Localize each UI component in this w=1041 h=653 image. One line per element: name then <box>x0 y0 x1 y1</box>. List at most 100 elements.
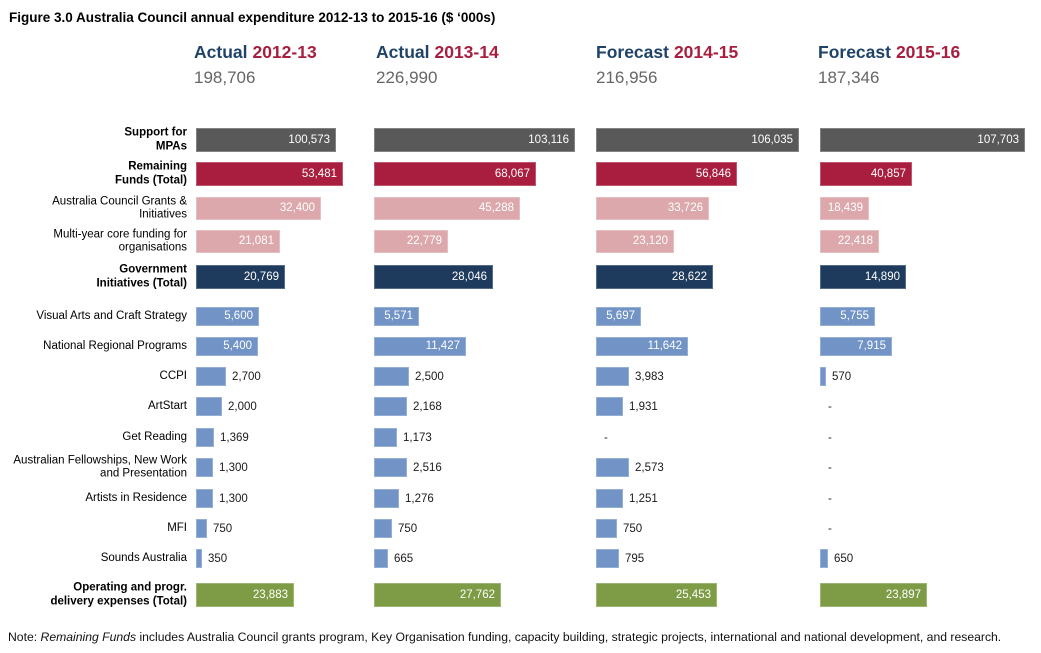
bar-green <box>374 583 501 607</box>
bar-blue <box>820 307 875 326</box>
bar-blue <box>196 549 202 568</box>
bar-pink <box>596 197 709 220</box>
bar-blue <box>196 458 213 477</box>
bar-value: 25,453 <box>675 589 711 601</box>
bar-value: 22,418 <box>837 235 873 247</box>
bar-value: 23,120 <box>632 235 668 247</box>
bar-value: 1,300 <box>219 492 248 505</box>
bar-value: 2,500 <box>415 370 444 383</box>
bar-value: 23,883 <box>252 589 288 601</box>
bar-crimson <box>196 162 343 186</box>
no-value-dash: - <box>828 492 832 505</box>
column-total: 187,346 <box>818 68 880 87</box>
bar-value: 32,400 <box>279 202 315 214</box>
bar-pink <box>196 197 321 220</box>
bar-value: 795 <box>625 552 645 565</box>
bar-value: 28,622 <box>671 271 707 283</box>
bar-blue <box>196 367 226 386</box>
bar-value: 2,000 <box>228 400 257 413</box>
column-header-prefix: Forecast <box>818 42 891 62</box>
bar-pink <box>596 230 674 253</box>
row-label: Operating and progr. delivery expenses (… <box>50 581 187 607</box>
row-label: ArtStart <box>148 399 187 412</box>
bar-green <box>596 583 717 607</box>
bar-value: 1,369 <box>220 431 249 444</box>
column-header-year: 2014-15 <box>673 42 739 62</box>
row-label: Multi-year core funding for organisation… <box>53 227 187 254</box>
column-total: 216,956 <box>596 68 658 87</box>
figure-note: Note: Remaining Funds includes Australia… <box>8 630 1001 644</box>
bar-value: 5,400 <box>223 340 252 352</box>
bar-blue <box>374 367 409 386</box>
bar-gray <box>596 128 799 152</box>
bar-value: 5,571 <box>384 310 413 322</box>
bar-value: 570 <box>832 370 852 383</box>
bar-blue <box>196 307 259 326</box>
bar-value: 350 <box>208 552 228 565</box>
bar-value: 28,046 <box>451 271 487 283</box>
bar-navy <box>596 265 713 289</box>
bar-blue <box>374 458 407 477</box>
bar-value: 650 <box>834 552 854 565</box>
bar-value: 22,779 <box>406 235 442 247</box>
bar-blue <box>596 307 641 326</box>
bar-blue <box>196 489 213 508</box>
row-label: National Regional Programs <box>43 339 187 352</box>
bar-value: 1,173 <box>403 431 432 444</box>
note-italic-term: Remaining Funds <box>40 630 137 644</box>
bar-pink <box>374 230 448 253</box>
bar-blue <box>820 549 828 568</box>
bar-blue <box>596 458 629 477</box>
bar-blue <box>374 549 388 568</box>
bar-blue <box>596 397 623 416</box>
bar-value: 2,700 <box>232 370 261 383</box>
bar-value: 56,846 <box>695 168 731 180</box>
bar-value: 2,168 <box>413 400 442 413</box>
column-total: 226,990 <box>376 68 438 87</box>
bar-value: 665 <box>394 552 414 565</box>
row-label: Get Reading <box>122 430 187 443</box>
bar-navy <box>196 265 285 289</box>
column-header-prefix: Actual <box>194 42 248 62</box>
bar-value: 100,573 <box>288 134 330 146</box>
column-header-2013-14: Actual 2013-14 226,990 <box>376 42 499 88</box>
column-header-prefix: Forecast <box>596 42 669 62</box>
column-header-year: 2012-13 <box>252 42 317 62</box>
bar-blue <box>374 519 392 538</box>
bar-blue <box>196 428 214 447</box>
bar-value: 3,983 <box>635 370 664 383</box>
bar-value: 1,931 <box>629 400 658 413</box>
bar-blue <box>196 337 258 356</box>
bar-gray <box>374 128 575 152</box>
bar-pink <box>374 197 520 220</box>
bar-blue <box>596 367 629 386</box>
bar-value: 5,600 <box>224 310 253 322</box>
bar-blue <box>374 489 399 508</box>
bar-blue <box>596 489 623 508</box>
bar-blue <box>596 549 619 568</box>
bar-value: 750 <box>623 522 643 535</box>
bar-value: 68,067 <box>494 168 530 180</box>
row-label: Australian Fellowships, New Work and Pre… <box>13 453 187 480</box>
bar-value: 750 <box>213 522 233 535</box>
no-value-dash: - <box>604 431 608 444</box>
bar-crimson <box>596 162 737 186</box>
bar-value: 1,276 <box>405 492 434 505</box>
note-prefix: Note: <box>8 630 41 644</box>
bar-blue <box>820 337 892 356</box>
row-label: CCPI <box>159 369 187 382</box>
column-header-2015-16: Forecast 2015-16 187,346 <box>818 42 960 88</box>
bar-value: 53,481 <box>301 168 337 180</box>
note-rest: includes Australia Council grants progra… <box>136 630 1002 644</box>
bar-gray <box>196 128 336 152</box>
row-label: MFI <box>167 521 187 534</box>
bar-value: 21,081 <box>238 235 274 247</box>
bar-value: 14,890 <box>864 271 900 283</box>
bar-value: 20,769 <box>243 271 279 283</box>
row-label: Sounds Australia <box>100 551 187 564</box>
column-header-2012-13: Actual 2012-13 198,706 <box>194 42 317 88</box>
no-value-dash: - <box>828 431 832 444</box>
no-value-dash: - <box>828 522 832 535</box>
no-value-dash: - <box>828 461 832 474</box>
